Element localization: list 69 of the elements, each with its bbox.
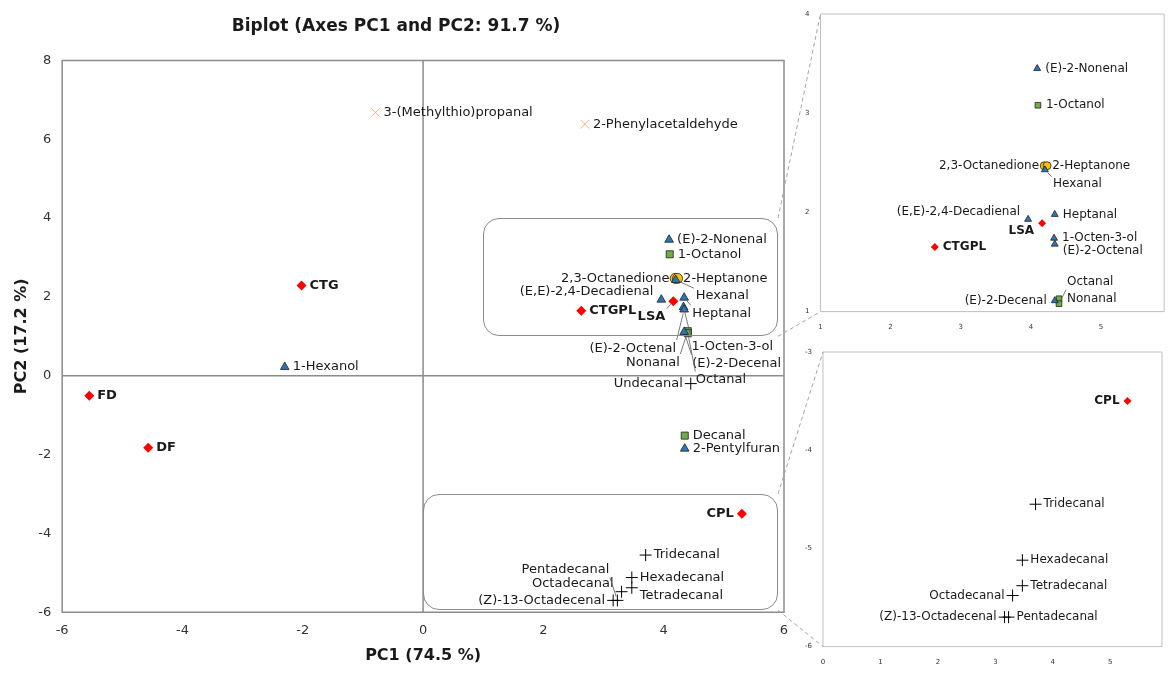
annotation: 2,3-Octanedione: [938, 157, 1040, 172]
annotation: Octanal: [1066, 274, 1114, 289]
annotation: (Z)-13-Octadecenal: [478, 591, 606, 607]
annotation: (E,E)-2,4-Decadienal: [896, 204, 1021, 219]
x-tick-label: -2: [296, 622, 310, 638]
annotation: Tetradecanal: [638, 586, 724, 602]
annotation: (Z)-13-Octadecenal: [879, 609, 997, 624]
annotation: Octadecanal: [929, 587, 1005, 602]
annotation: (E)-2-Octenal: [1062, 243, 1143, 258]
annotation: Hexadecanal: [1030, 552, 1109, 567]
annotation: Pentadecanal: [1016, 609, 1098, 624]
annotation: Nonanal: [1066, 290, 1117, 305]
x-tick-label: 4: [659, 622, 668, 638]
annotation: Hexadecanal: [639, 568, 725, 584]
y-tick-label: 6: [42, 130, 52, 146]
annotation: LSA: [1008, 222, 1035, 237]
annotation: (E)-2-Decenal: [964, 292, 1047, 307]
annotation: 2-Heptanone: [683, 269, 768, 285]
annotation: LSA: [637, 308, 666, 324]
x-tick-label: 0: [418, 622, 428, 638]
y-tick-label: 0: [42, 367, 52, 383]
annotation: (E,E)-2,4-Decadienal: [519, 283, 654, 299]
annotation: Decanal: [692, 427, 746, 442]
annotation: 1-Octanol: [1045, 97, 1105, 112]
annotation: Undecanal: [613, 374, 683, 390]
x-tick-label: -6: [55, 622, 69, 638]
annotation: Tetradecanal: [1029, 577, 1108, 592]
annotation: Tridecanal: [652, 546, 720, 562]
annotation: Hexanal: [695, 286, 749, 302]
annotation: (E)-2-Nonenal: [1045, 60, 1129, 75]
x-tick-label: -4: [175, 622, 189, 638]
annotation: CPL: [706, 505, 734, 521]
annotation: Hexanal: [1052, 176, 1102, 191]
annotation: FD: [97, 387, 118, 403]
annotation: 2-Phenylacetaldehyde: [592, 115, 738, 131]
annotation: Octanal: [695, 371, 747, 387]
annotation: 2-Pentylfuran: [692, 440, 781, 456]
annotation: CPL: [1094, 393, 1120, 408]
x-tick-label: 6: [779, 622, 789, 638]
chart-title: Biplot (Axes PC1 and PC2: 91.7 %): [231, 14, 561, 35]
annotation: Heptanal: [1062, 206, 1118, 221]
annotation: (E)-2-Nonenal: [677, 231, 767, 247]
annotation: Heptanal: [692, 304, 752, 320]
x-axis-title: PC1 (74.5 %): [365, 644, 482, 664]
annotation: Pentadecanal: [521, 560, 610, 576]
y-tick-label: -2: [38, 445, 52, 461]
annotation: 2,3-Octanedione: [561, 269, 670, 285]
annotation: (E)-2-Octenal: [589, 339, 677, 355]
y-tick-label: -6: [38, 603, 52, 619]
annotation: Octadecanal: [531, 575, 614, 591]
annotation: 2-Heptanone: [1052, 157, 1131, 172]
annotation: Tridecanal: [1042, 496, 1105, 511]
y-tick-label: 4: [42, 209, 52, 225]
annotation: DF: [156, 439, 176, 455]
annotation: 1-Octen-3-ol: [1062, 230, 1138, 245]
annotation: CTG: [309, 276, 339, 292]
annotation: 3-(Methylthio)propanal: [383, 103, 533, 119]
y-tick-label: -4: [38, 524, 52, 540]
annotation: 1-Octen-3-ol: [691, 337, 774, 353]
x-tick-label: 2: [539, 622, 548, 638]
y-tick-label: 8: [42, 51, 52, 67]
y-tick-label: 2: [42, 288, 52, 304]
annotation: 1-Octanol: [677, 245, 742, 261]
annotation: (E)-2-Decenal: [692, 354, 782, 370]
annotation: CTGPL: [589, 302, 637, 318]
y-axis-title: PC2 (17.2 %): [10, 278, 30, 395]
annotation: CTGPL: [942, 239, 987, 254]
annotation: Nonanal: [626, 353, 680, 369]
annotation: 1-Hexanol: [292, 358, 359, 374]
